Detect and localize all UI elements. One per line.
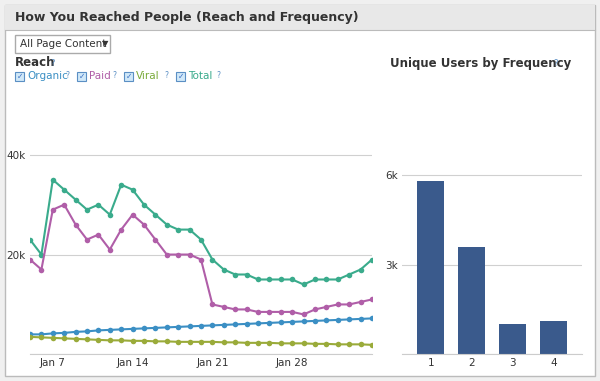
- Bar: [499, 324, 526, 354]
- Bar: [458, 247, 485, 354]
- Text: Reach: Reach: [15, 56, 56, 69]
- Text: Paid: Paid: [89, 71, 111, 81]
- Text: All Page Content: All Page Content: [20, 39, 106, 49]
- FancyBboxPatch shape: [5, 5, 595, 30]
- Text: Viral: Viral: [136, 71, 160, 81]
- Text: ?: ?: [50, 59, 55, 67]
- FancyBboxPatch shape: [15, 35, 110, 53]
- Text: How You Reached People (Reach and Frequency): How You Reached People (Reach and Freque…: [15, 11, 359, 24]
- Bar: [540, 322, 566, 354]
- Text: ✓: ✓: [126, 72, 132, 80]
- FancyBboxPatch shape: [5, 5, 595, 376]
- Text: ✓: ✓: [79, 72, 85, 80]
- Text: Unique Users by Frequency: Unique Users by Frequency: [390, 56, 571, 69]
- Text: ?: ?: [164, 72, 168, 80]
- Text: ?: ?: [112, 72, 116, 80]
- FancyBboxPatch shape: [15, 72, 24, 81]
- Text: ?: ?: [553, 59, 557, 67]
- FancyBboxPatch shape: [124, 72, 133, 81]
- Text: ?: ?: [216, 72, 220, 80]
- FancyBboxPatch shape: [176, 72, 185, 81]
- Text: ✓: ✓: [17, 72, 23, 80]
- Text: ?: ?: [65, 72, 70, 80]
- Text: ▼: ▼: [102, 40, 109, 48]
- Text: ✓: ✓: [178, 72, 184, 80]
- Bar: [418, 181, 444, 354]
- Text: Organic: Organic: [27, 71, 68, 81]
- Text: Total: Total: [188, 71, 212, 81]
- FancyBboxPatch shape: [77, 72, 86, 81]
